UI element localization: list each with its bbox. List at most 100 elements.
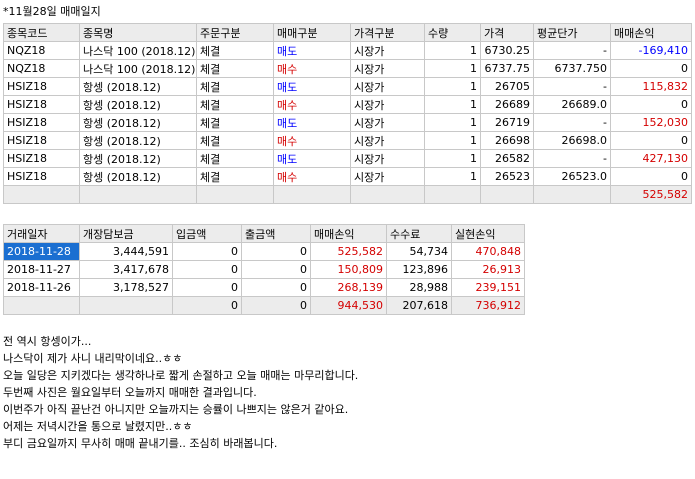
avg-cell: - bbox=[533, 41, 611, 60]
code-cell: HSIZ18 bbox=[3, 95, 80, 114]
date-cell[interactable]: 2018-11-27 bbox=[3, 260, 80, 279]
empty-cell bbox=[196, 185, 274, 204]
name-cell: 항셍 (2018.12) bbox=[79, 149, 197, 168]
fee-cell: 123,896 bbox=[386, 260, 452, 279]
empty-cell bbox=[350, 185, 425, 204]
qty-cell: 1 bbox=[424, 131, 481, 150]
table-row[interactable]: HSIZ18 항셍 (2018.12) 체결 매수 시장가 1 26698 26698.0 0 bbox=[3, 131, 692, 150]
price-cell: 26705 bbox=[480, 77, 534, 96]
col-header-pnl[interactable]: 매매손익 bbox=[610, 23, 692, 42]
date-cell[interactable]: 2018-11-28 bbox=[3, 242, 80, 261]
side-cell: 매도 bbox=[273, 77, 351, 96]
price-type-cell: 시장가 bbox=[350, 149, 425, 168]
date-cell[interactable]: 2018-11-26 bbox=[3, 278, 80, 297]
col-header-avg[interactable]: 평균단가 bbox=[533, 23, 611, 42]
total-withdraw-cell: 0 bbox=[241, 296, 311, 315]
empty-cell bbox=[424, 185, 481, 204]
col-header-price-type[interactable]: 가격구분 bbox=[350, 23, 425, 42]
pnl-cell: 525,582 bbox=[310, 242, 387, 261]
col-header-trade-pnl[interactable]: 매매손익 bbox=[310, 224, 387, 243]
margin-cell: 3,444,591 bbox=[79, 242, 173, 261]
pnl-cell: 150,809 bbox=[310, 260, 387, 279]
avg-cell: 26689.0 bbox=[533, 95, 611, 114]
price-cell: 26698 bbox=[480, 131, 534, 150]
side-cell: 매수 bbox=[273, 131, 351, 150]
table-row[interactable]: HSIZ18 항셍 (2018.12) 체결 매수 시장가 1 26523 26523.0 0 bbox=[3, 167, 692, 186]
pnl-cell: 0 bbox=[610, 59, 692, 78]
col-header-order[interactable]: 주문구분 bbox=[196, 23, 274, 42]
name-cell: 항셍 (2018.12) bbox=[79, 167, 197, 186]
note-line: 이번주가 아직 끝난건 아니지만 오늘까지는 승률이 나쁘지는 않은거 같아요. bbox=[3, 403, 349, 416]
col-header-price[interactable]: 가격 bbox=[480, 23, 534, 42]
name-cell: 항셍 (2018.12) bbox=[79, 95, 197, 114]
fee-cell: 54,734 bbox=[386, 242, 452, 261]
total-pnl-cell: 525,582 bbox=[610, 185, 692, 204]
avg-cell: - bbox=[533, 113, 611, 132]
empty-cell bbox=[79, 296, 173, 315]
col-header-margin[interactable]: 개장담보금 bbox=[79, 224, 173, 243]
table-row[interactable]: HSIZ18 항셍 (2018.12) 체결 매수 시장가 1 26689 26689.0 0 bbox=[3, 95, 692, 114]
code-cell: HSIZ18 bbox=[3, 113, 80, 132]
realized-cell: 26,913 bbox=[451, 260, 525, 279]
col-header-date[interactable]: 거래일자 bbox=[3, 224, 80, 243]
side-cell: 매수 bbox=[273, 95, 351, 114]
deposit-cell: 0 bbox=[172, 260, 242, 279]
table-row[interactable]: NQZ18 나스닥 100 (2018.12) 체결 매도 시장가 1 6730.25- -1… bbox=[3, 41, 692, 60]
order-cell: 체결 bbox=[196, 95, 274, 114]
table-row[interactable]: HSIZ18 항셍 (2018.12) 체결 매도 시장가 1 26719-152,030 bbox=[3, 113, 692, 132]
table-row[interactable]: 2018-11-26 3,178,527 0 0 268,139 28,988 239,15… bbox=[3, 278, 525, 297]
qty-cell: 1 bbox=[424, 95, 481, 114]
note-line: 어제는 저녁시간을 통으로 날렸지만..ㅎㅎ bbox=[3, 420, 193, 433]
pnl-cell: 152,030 bbox=[610, 113, 692, 132]
note-line: 전 역시 항셍이가... bbox=[3, 335, 92, 348]
trade-table-header: 종목코드 종목명 주문구분 매매구분 가격구분 수량 가격 평균단가 매매손익 bbox=[3, 23, 692, 42]
order-cell: 체결 bbox=[196, 41, 274, 60]
total-deposit-cell: 0 bbox=[172, 296, 242, 315]
side-cell: 매수 bbox=[273, 59, 351, 78]
order-cell: 체결 bbox=[196, 149, 274, 168]
note-line: 나스닥이 제가 사니 내리막이네요..ㅎㅎ bbox=[3, 352, 183, 365]
code-cell: NQZ18 bbox=[3, 41, 80, 60]
side-cell: 매도 bbox=[273, 113, 351, 132]
code-cell: HSIZ18 bbox=[3, 77, 80, 96]
total-realized-cell: 736,912 bbox=[451, 296, 525, 315]
col-header-realized[interactable]: 실현손익 bbox=[451, 224, 525, 243]
pnl-cell: 0 bbox=[610, 131, 692, 150]
price-type-cell: 시장가 bbox=[350, 59, 425, 78]
name-cell: 나스닥 100 (2018.12) bbox=[79, 41, 197, 60]
trade-table: 종목코드 종목명 주문구분 매매구분 가격구분 수량 가격 평균단가 매매손익 … bbox=[3, 23, 692, 204]
total-pnl-cell: 944,530 bbox=[310, 296, 387, 315]
order-cell: 체결 bbox=[196, 59, 274, 78]
avg-cell: 6737.750 bbox=[533, 59, 611, 78]
name-cell: 항셍 (2018.12) bbox=[79, 113, 197, 132]
order-cell: 체결 bbox=[196, 77, 274, 96]
col-header-fee[interactable]: 수수료 bbox=[386, 224, 452, 243]
qty-cell: 1 bbox=[424, 59, 481, 78]
col-header-name[interactable]: 종목명 bbox=[79, 23, 197, 42]
name-cell: 나스닥 100 (2018.12) bbox=[79, 59, 197, 78]
total-row: 525,582 bbox=[3, 185, 692, 204]
side-cell: 매도 bbox=[273, 41, 351, 60]
withdraw-cell: 0 bbox=[241, 242, 311, 261]
col-header-qty[interactable]: 수량 bbox=[424, 23, 481, 42]
col-header-deposit[interactable]: 입금액 bbox=[172, 224, 242, 243]
price-type-cell: 시장가 bbox=[350, 77, 425, 96]
col-header-code[interactable]: 종목코드 bbox=[3, 23, 80, 42]
avg-cell: - bbox=[533, 77, 611, 96]
table-row[interactable]: 2018-11-28 3,444,591 0 0 525,582 54,734 470,84… bbox=[3, 242, 525, 261]
page-title: *11월28일 매매일지 bbox=[3, 5, 101, 18]
col-header-withdraw[interactable]: 출금액 bbox=[241, 224, 311, 243]
price-cell: 6737.75 bbox=[480, 59, 534, 78]
price-cell: 26523 bbox=[480, 167, 534, 186]
pnl-cell: 0 bbox=[610, 167, 692, 186]
table-row[interactable]: HSIZ18 항셍 (2018.12) 체결 매도 시장가 1 26705-115,832 bbox=[3, 77, 692, 96]
col-header-side[interactable]: 매매구분 bbox=[273, 23, 351, 42]
deposit-cell: 0 bbox=[172, 242, 242, 261]
realized-cell: 470,848 bbox=[451, 242, 525, 261]
empty-cell bbox=[273, 185, 351, 204]
price-cell: 26582 bbox=[480, 149, 534, 168]
table-row[interactable]: HSIZ18 항셍 (2018.12) 체결 매도 시장가 1 26582-427,130 bbox=[3, 149, 692, 168]
withdraw-cell: 0 bbox=[241, 278, 311, 297]
table-row[interactable]: 2018-11-27 3,417,678 0 0 150,809 123,896 26,91… bbox=[3, 260, 525, 279]
table-row[interactable]: NQZ18 나스닥 100 (2018.12) 체결 매수 시장가 1 6737.75 673… bbox=[3, 59, 692, 78]
